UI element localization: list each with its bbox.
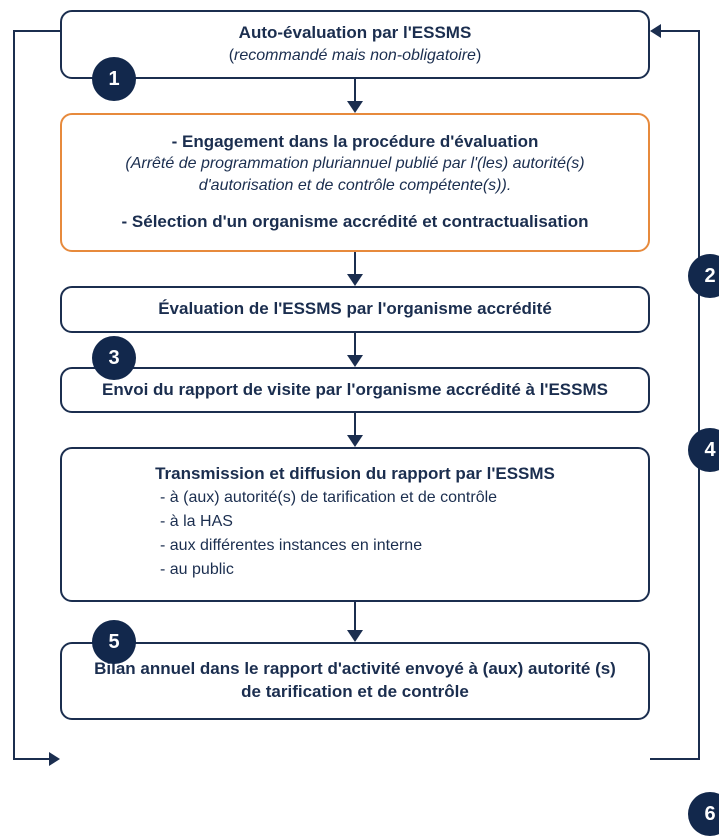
step-5-badge: 5 (92, 620, 136, 664)
step-5-bullet-1: - à (aux) autorité(s) de tarification et… (160, 486, 630, 510)
arrow-1-2-stem (354, 79, 356, 101)
feedback-right-horizontal-bottom (650, 758, 698, 760)
arrow-4-5-stem (354, 413, 356, 435)
arrow-5-6-stem (354, 602, 356, 630)
step-2-line2-bold: - Sélection d'un organisme accrédité et … (84, 211, 626, 234)
arrow-3-4-stem (354, 333, 356, 355)
arrow-5-6-head (347, 630, 363, 642)
step-5-title: Transmission et diffusion du rapport par… (80, 463, 630, 486)
step-2-badge: 2 (688, 254, 719, 298)
feedback-right-horizontal-top (661, 30, 698, 32)
feedback-right-vertical (698, 30, 700, 760)
step-1-subtitle: (recommandé mais non-obligatoire) (78, 45, 632, 67)
step-1-badge: 1 (92, 57, 136, 101)
step-1-box: Auto-évaluation par l'ESSMS (recommandé … (60, 10, 650, 79)
step-6-title: Bilan annuel dans le rapport d'activité … (90, 658, 620, 704)
arrow-3-4-head (347, 355, 363, 367)
flowchart: Auto-évaluation par l'ESSMS (recommandé … (60, 10, 650, 720)
feedback-right-arrowhead (650, 24, 661, 38)
step-1-title: Auto-évaluation par l'ESSMS (78, 22, 632, 45)
step-6-box: Bilan annuel dans le rapport d'activité … (60, 642, 650, 720)
step-5-box: Transmission et diffusion du rapport par… (60, 447, 650, 602)
step-5-bullets: - à (aux) autorité(s) de tarification et… (160, 486, 630, 582)
feedback-left-arrowhead (49, 752, 60, 766)
step-2-box: - Engagement dans la procédure d'évaluat… (60, 113, 650, 252)
step-3-badge: 3 (92, 336, 136, 380)
arrow-1-2-head (347, 101, 363, 113)
step-5-bullet-3: - aux différentes instances en interne (160, 534, 630, 558)
feedback-left-horizontal-bottom (13, 758, 49, 760)
step-2-line1-bold: - Engagement dans la procédure d'évaluat… (84, 131, 626, 154)
step-2-line1-italic: (Arrêté de programmation pluriannuel pub… (84, 153, 626, 196)
step-4-box: Envoi du rapport de visite par l'organis… (60, 367, 650, 414)
step-5-bullet-2: - à la HAS (160, 510, 630, 534)
arrow-4-5-head (347, 435, 363, 447)
arrow-2-3-head (347, 274, 363, 286)
step-3-title: Évaluation de l'ESSMS par l'organisme ac… (78, 298, 632, 321)
step-4-title: Envoi du rapport de visite par l'organis… (78, 379, 632, 402)
arrow-2-3-stem (354, 252, 356, 274)
step-5-bullet-4: - au public (160, 558, 630, 582)
feedback-left-vertical (13, 30, 15, 758)
step-6-badge: 6 (688, 792, 719, 836)
feedback-left-horizontal-top (13, 30, 60, 32)
step-3-box: Évaluation de l'ESSMS par l'organisme ac… (60, 286, 650, 333)
step-4-badge: 4 (688, 428, 719, 472)
